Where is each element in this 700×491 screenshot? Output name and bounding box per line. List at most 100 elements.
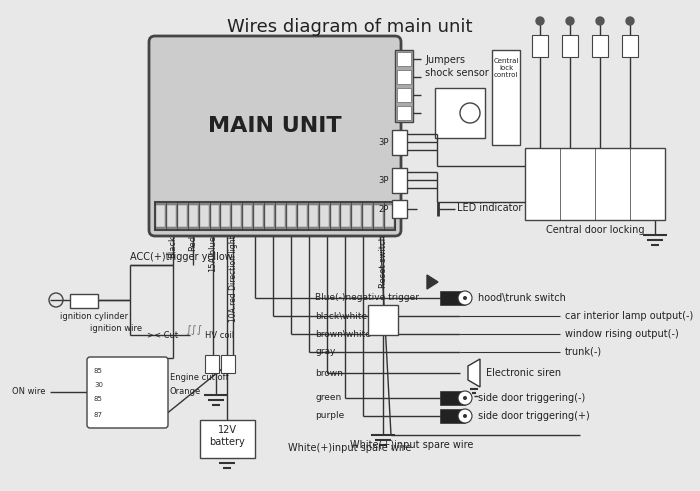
Text: 12V
battery: 12V battery bbox=[209, 425, 245, 447]
Bar bbox=[200, 420, 255, 458]
Bar bbox=[342, 205, 351, 227]
Bar bbox=[532, 35, 548, 57]
Bar bbox=[178, 205, 187, 227]
Text: brown\white: brown\white bbox=[315, 329, 371, 338]
Text: Electronic siren: Electronic siren bbox=[486, 368, 561, 378]
Bar bbox=[244, 205, 252, 227]
Bar bbox=[155, 202, 395, 230]
Bar bbox=[276, 205, 285, 227]
Bar bbox=[622, 35, 638, 57]
Text: window rising output(-): window rising output(-) bbox=[565, 329, 679, 339]
FancyBboxPatch shape bbox=[149, 36, 401, 236]
Text: 85: 85 bbox=[94, 368, 103, 374]
Text: White(+)input spare wire: White(+)input spare wire bbox=[288, 443, 412, 453]
Text: Blue(-)negative trigger: Blue(-)negative trigger bbox=[315, 294, 419, 302]
Bar bbox=[363, 205, 372, 227]
Circle shape bbox=[463, 414, 467, 418]
Text: 2P: 2P bbox=[379, 204, 389, 214]
Bar bbox=[221, 355, 235, 373]
Text: 3P: 3P bbox=[379, 175, 389, 185]
Bar bbox=[189, 205, 197, 227]
Polygon shape bbox=[427, 275, 438, 289]
Bar bbox=[392, 200, 407, 218]
Text: ignition wire: ignition wire bbox=[90, 324, 142, 333]
Bar bbox=[70, 294, 98, 308]
Circle shape bbox=[463, 396, 467, 400]
Circle shape bbox=[458, 409, 472, 423]
Text: ∫∫∫: ∫∫∫ bbox=[185, 325, 202, 335]
Bar bbox=[265, 205, 274, 227]
Bar bbox=[309, 205, 318, 227]
Bar bbox=[232, 205, 241, 227]
Text: 30: 30 bbox=[94, 382, 103, 388]
Bar bbox=[440, 391, 465, 405]
FancyBboxPatch shape bbox=[87, 357, 168, 428]
Text: Red: Red bbox=[188, 235, 197, 251]
Text: brown: brown bbox=[315, 369, 343, 378]
Text: 3P: 3P bbox=[379, 137, 389, 146]
Text: Central
lock
control: Central lock control bbox=[494, 58, 519, 78]
Circle shape bbox=[596, 17, 604, 25]
Bar bbox=[211, 205, 220, 227]
Text: purple: purple bbox=[315, 411, 344, 420]
Text: green: green bbox=[315, 393, 342, 403]
Text: side door triggering(+): side door triggering(+) bbox=[478, 411, 589, 421]
Bar bbox=[385, 205, 394, 227]
Bar bbox=[221, 205, 230, 227]
Bar bbox=[397, 70, 411, 84]
Text: White(+)input spare wire: White(+)input spare wire bbox=[350, 440, 473, 450]
Text: car interior lamp output(-): car interior lamp output(-) bbox=[565, 311, 693, 321]
Text: gray: gray bbox=[315, 348, 335, 356]
Bar bbox=[352, 205, 361, 227]
Text: Orange: Orange bbox=[170, 387, 202, 397]
Bar bbox=[374, 205, 383, 227]
Text: Central door locking: Central door locking bbox=[546, 225, 644, 235]
Text: MAIN UNIT: MAIN UNIT bbox=[208, 116, 342, 136]
Bar bbox=[525, 148, 665, 220]
Bar bbox=[592, 35, 608, 57]
Bar bbox=[330, 205, 340, 227]
Circle shape bbox=[463, 296, 467, 300]
Bar bbox=[298, 205, 307, 227]
Bar bbox=[320, 205, 328, 227]
Circle shape bbox=[626, 17, 634, 25]
Bar bbox=[440, 409, 465, 423]
Circle shape bbox=[458, 391, 472, 405]
Bar bbox=[392, 130, 407, 155]
Circle shape bbox=[536, 17, 544, 25]
Text: ignition cylinder: ignition cylinder bbox=[60, 312, 128, 321]
Text: trunk(-): trunk(-) bbox=[565, 347, 602, 357]
Text: black\white: black\white bbox=[315, 311, 367, 321]
Bar bbox=[199, 205, 209, 227]
Text: LED indicator: LED indicator bbox=[457, 203, 522, 213]
Bar bbox=[205, 355, 219, 373]
Bar bbox=[368, 305, 398, 335]
Bar bbox=[167, 205, 176, 227]
Polygon shape bbox=[468, 359, 480, 387]
Text: Jumpers: Jumpers bbox=[425, 55, 465, 65]
Text: Wires diagram of main unit: Wires diagram of main unit bbox=[228, 18, 472, 36]
Text: 10A.red Direction light: 10A.red Direction light bbox=[228, 235, 237, 322]
Bar bbox=[397, 88, 411, 102]
Bar bbox=[287, 205, 296, 227]
Bar bbox=[156, 205, 165, 227]
Text: hood\trunk switch: hood\trunk switch bbox=[478, 293, 566, 303]
Bar bbox=[397, 52, 411, 66]
Text: shock sensor: shock sensor bbox=[425, 68, 489, 78]
Text: 15A.blue: 15A.blue bbox=[209, 235, 218, 272]
Text: >< Cut: >< Cut bbox=[148, 330, 178, 339]
Circle shape bbox=[458, 291, 472, 305]
Text: ACC(+)trigger yellow: ACC(+)trigger yellow bbox=[130, 252, 232, 262]
Bar bbox=[254, 205, 263, 227]
Bar bbox=[492, 50, 520, 145]
Text: Reset switch: Reset switch bbox=[379, 235, 388, 288]
Bar bbox=[435, 88, 485, 138]
Text: 87: 87 bbox=[94, 412, 103, 418]
Text: side door triggering(-): side door triggering(-) bbox=[478, 393, 585, 403]
Text: HV coil: HV coil bbox=[205, 330, 235, 339]
Circle shape bbox=[566, 17, 574, 25]
Bar bbox=[395, 50, 413, 122]
Bar bbox=[392, 168, 407, 193]
Bar bbox=[397, 106, 411, 120]
Text: ON wire: ON wire bbox=[13, 387, 46, 397]
